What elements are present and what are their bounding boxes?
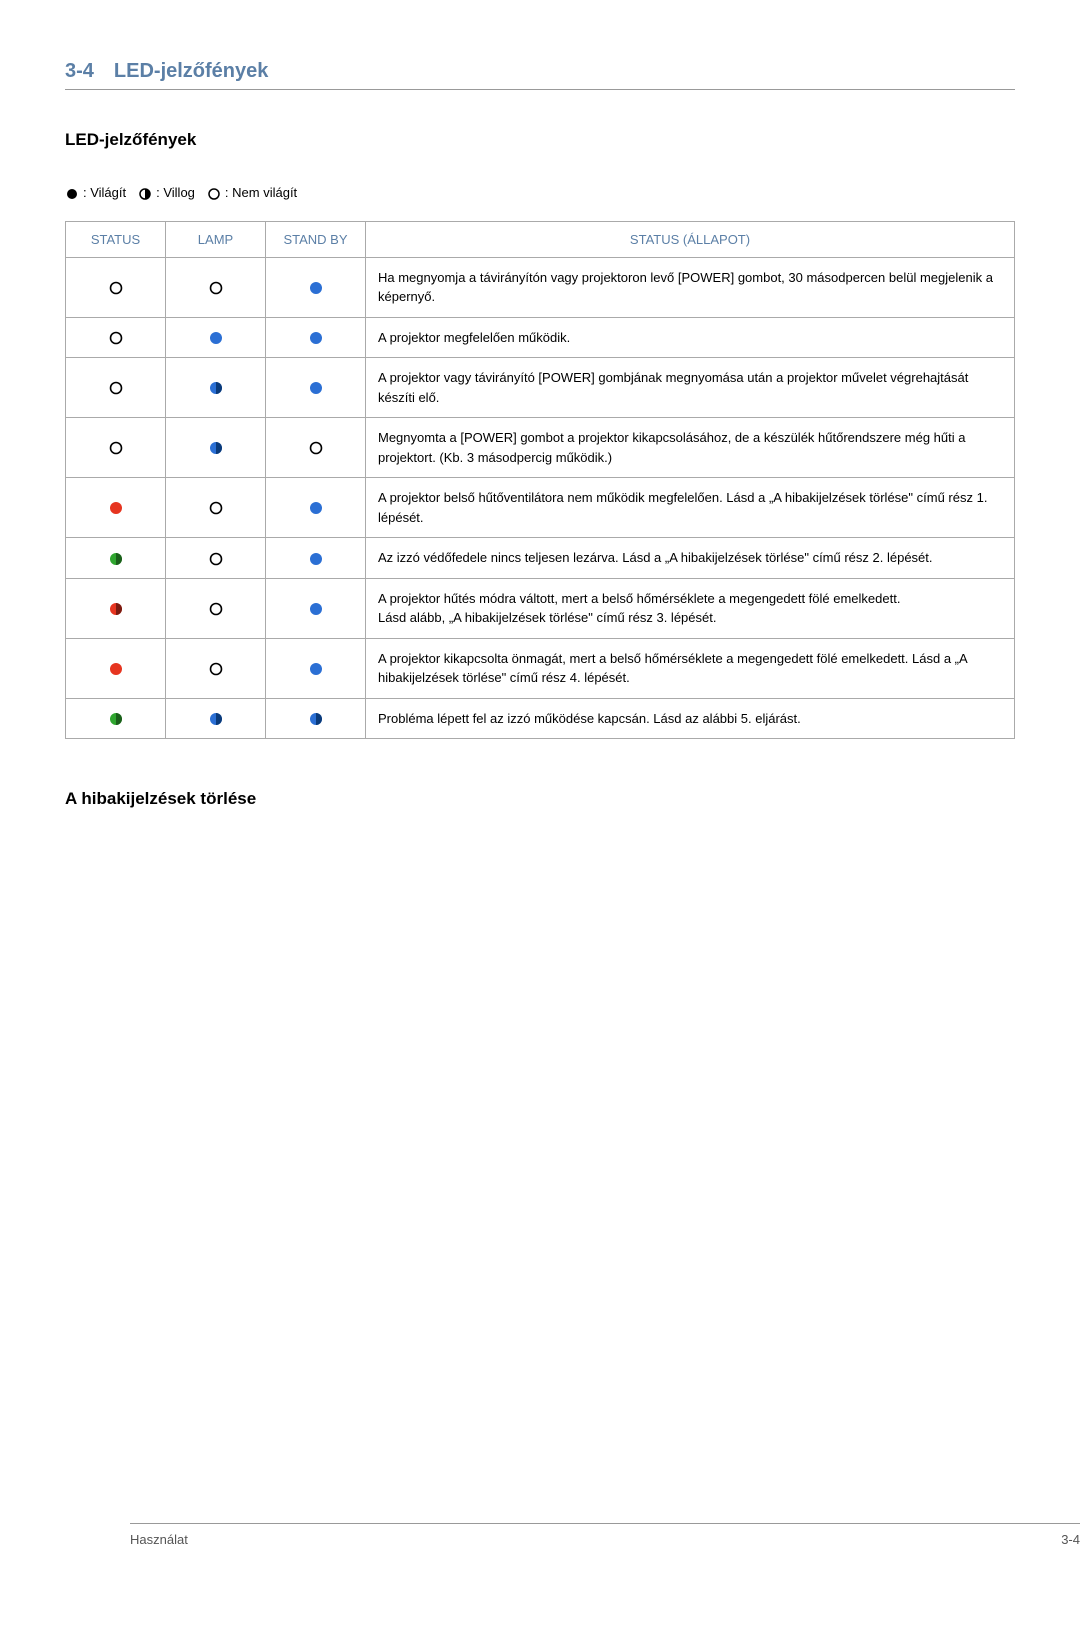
- cell-status-icon: [66, 257, 166, 317]
- th-lamp: LAMP: [166, 221, 266, 257]
- cell-desc: A projektor belső hűtőventilátora nem mű…: [366, 478, 1015, 538]
- table-header-row: STATUS LAMP STAND BY STATUS (ÁLLAPOT): [66, 221, 1015, 257]
- cell-desc: Megnyomta a [POWER] gombot a projektor k…: [366, 418, 1015, 478]
- cell-desc: Probléma lépett fel az izzó működése kap…: [366, 698, 1015, 739]
- cell-lamp-icon: [166, 538, 266, 579]
- cell-status-icon: [66, 578, 166, 638]
- cell-desc: Az izzó védőfedele nincs teljesen lezárv…: [366, 538, 1015, 579]
- cell-standby-icon: [266, 317, 366, 358]
- table-row: Az izzó védőfedele nincs teljesen lezárv…: [66, 538, 1015, 579]
- cell-status-icon: [66, 317, 166, 358]
- blink-icon: [138, 185, 152, 201]
- cell-status-icon: [66, 638, 166, 698]
- cell-lamp-icon: [166, 578, 266, 638]
- cell-status-icon: [66, 698, 166, 739]
- lit-icon: [65, 185, 79, 201]
- cell-lamp-icon: [166, 257, 266, 317]
- led-status-table: STATUS LAMP STAND BY STATUS (ÁLLAPOT) Ha…: [65, 221, 1015, 740]
- footer-right: 3-4: [1061, 1532, 1080, 1547]
- table-row: Megnyomta a [POWER] gombot a projektor k…: [66, 418, 1015, 478]
- cell-standby-icon: [266, 698, 366, 739]
- table-row: A projektor vagy távirányító [POWER] gom…: [66, 358, 1015, 418]
- cell-standby-icon: [266, 358, 366, 418]
- cell-desc: A projektor hűtés módra váltott, mert a …: [366, 578, 1015, 638]
- cell-desc: A projektor vagy távirányító [POWER] gom…: [366, 358, 1015, 418]
- cell-desc: A projektor megfelelően működik.: [366, 317, 1015, 358]
- subsection-title-1: LED-jelzőfények: [65, 130, 1015, 150]
- cell-standby-icon: [266, 418, 366, 478]
- lit-label: : Világít: [83, 185, 126, 200]
- table-row: A projektor belső hűtőventilátora nem mű…: [66, 478, 1015, 538]
- th-status: STATUS: [66, 221, 166, 257]
- cell-desc: A projektor kikapcsolta önmagát, mert a …: [366, 638, 1015, 698]
- cell-lamp-icon: [166, 478, 266, 538]
- cell-standby-icon: [266, 578, 366, 638]
- cell-standby-icon: [266, 638, 366, 698]
- legend: : Világít : Villog : Nem világít: [65, 185, 1015, 201]
- off-label: : Nem világít: [225, 185, 297, 200]
- cell-lamp-icon: [166, 358, 266, 418]
- table-row: A projektor megfelelően működik.: [66, 317, 1015, 358]
- blink-label: : Villog: [156, 185, 195, 200]
- cell-status-icon: [66, 478, 166, 538]
- cell-desc: Ha megnyomja a távirányítón vagy projekt…: [366, 257, 1015, 317]
- cell-standby-icon: [266, 257, 366, 317]
- footer-left: Használat: [130, 1532, 188, 1547]
- th-standby: STAND BY: [266, 221, 366, 257]
- section-number: 3-4: [65, 60, 94, 83]
- cell-lamp-icon: [166, 638, 266, 698]
- off-icon: [207, 185, 221, 201]
- table-row: A projektor hűtés módra váltott, mert a …: [66, 578, 1015, 638]
- table-row: A projektor kikapcsolta önmagát, mert a …: [66, 638, 1015, 698]
- cell-lamp-icon: [166, 418, 266, 478]
- cell-lamp-icon: [166, 317, 266, 358]
- table-row: Ha megnyomja a távirányítón vagy projekt…: [66, 257, 1015, 317]
- th-desc: STATUS (ÁLLAPOT): [366, 221, 1015, 257]
- cell-standby-icon: [266, 478, 366, 538]
- subsection-title-2: A hibakijelzések törlése: [65, 789, 1015, 809]
- cell-status-icon: [66, 538, 166, 579]
- table-row: Probléma lépett fel az izzó működése kap…: [66, 698, 1015, 739]
- section-header: 3-4 LED-jelzőfények: [65, 60, 1015, 90]
- cell-status-icon: [66, 418, 166, 478]
- cell-standby-icon: [266, 538, 366, 579]
- cell-status-icon: [66, 358, 166, 418]
- cell-lamp-icon: [166, 698, 266, 739]
- section-title: LED-jelzőfények: [114, 60, 268, 83]
